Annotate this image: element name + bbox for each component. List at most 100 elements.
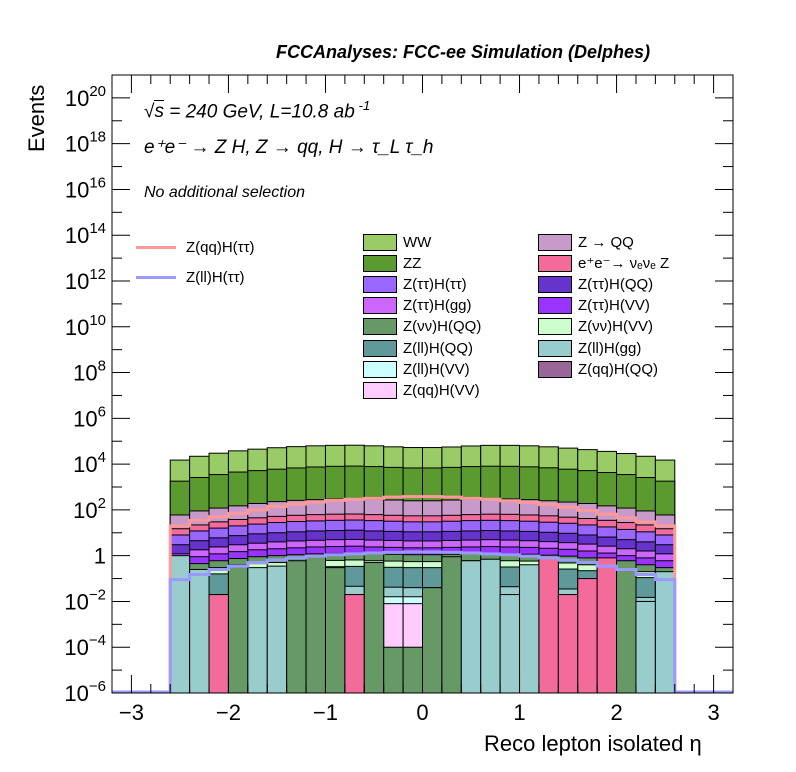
legend-entry: Z(ττ)H(ττ) xyxy=(363,275,467,293)
y-tick-label: 102 xyxy=(73,495,106,523)
x-tick-label: 2 xyxy=(610,700,622,725)
y-tick-label: 1018 xyxy=(65,129,106,157)
bottom-bar xyxy=(266,565,288,694)
legend-swatch xyxy=(538,318,572,336)
y-tick-label: 10−4 xyxy=(64,632,106,660)
y-tick-label: 1016 xyxy=(65,174,106,202)
bottom-bins xyxy=(169,555,676,694)
legend-label: Z(ττ)H(VV) xyxy=(578,297,650,315)
x-tick-label: 3 xyxy=(707,700,719,725)
legend-line xyxy=(136,245,176,249)
legend-swatch xyxy=(363,381,397,399)
legend-swatch xyxy=(363,339,397,357)
legend-label: Z(νν)H(QQ) xyxy=(403,318,482,336)
bottom-bar xyxy=(324,567,346,694)
legend-entry: Z(qq)H(QQ) xyxy=(538,360,658,378)
y-tick-label: 1010 xyxy=(65,312,106,340)
legend-entry: Z(ττ)H(gg) xyxy=(363,297,472,315)
x-tick-label: −2 xyxy=(216,700,241,725)
bottom-bar xyxy=(499,594,521,694)
legend-entry: WW xyxy=(363,233,431,251)
bottom-bar xyxy=(480,558,501,694)
legend-swatch xyxy=(538,339,572,357)
legend-entry: e⁺e⁻→ νₑνₑ Z xyxy=(538,254,669,272)
legend-label: Z(ττ)H(gg) xyxy=(403,297,472,315)
legend-entry: Z(ll)H(QQ) xyxy=(363,339,473,357)
bottom-bar xyxy=(616,560,637,694)
legend-swatch xyxy=(538,360,572,378)
y-tick-label: 1020 xyxy=(65,83,106,111)
legend-swatch xyxy=(538,297,572,315)
legend-label: WW xyxy=(403,233,432,251)
energy-lumi-annotation: √s = 240 GeV, L=10.8 ab -1 xyxy=(144,98,371,123)
legend-swatch xyxy=(538,275,572,293)
legend-label: Z(ττ)H(ττ) xyxy=(403,275,467,293)
bottom-bar xyxy=(402,646,423,694)
legend-label: Z(ll)H(ττ) xyxy=(186,268,245,286)
legend-entry: Z(ll)H(VV) xyxy=(363,360,470,378)
legend-swatch xyxy=(538,233,572,251)
axes: −3 −2 −1 0 1 2 3 10−6 10−4 10−2 1 102 104 106 108 1010 1… xyxy=(64,74,734,725)
y-tick-label: 10−6 xyxy=(64,678,106,706)
selection-annotation: No additional selection xyxy=(144,184,305,201)
legend-entry: ZZ xyxy=(363,254,421,272)
bottom-bar xyxy=(189,568,210,694)
legend-line xyxy=(136,275,176,279)
x-axis-label: Reco lepton isolated η xyxy=(484,731,702,756)
overlay-line-0 xyxy=(112,495,733,694)
bottom-bar xyxy=(247,567,268,694)
bottom-bar xyxy=(577,578,598,694)
x-tick-label: −1 xyxy=(313,700,338,725)
x-tick-label: 1 xyxy=(513,700,525,725)
y-tick-label: 10−2 xyxy=(64,586,106,614)
bottom-bar xyxy=(441,556,462,694)
legend-label: Z → QQ xyxy=(578,233,634,251)
legend-swatch xyxy=(538,254,572,272)
y-axis-label: Events xyxy=(24,84,49,152)
x-tick-label: 0 xyxy=(416,700,428,725)
legend-swatch xyxy=(363,297,397,315)
y-tick-label: 106 xyxy=(73,403,106,431)
legend-swatch xyxy=(363,318,397,336)
legend-entry: Z(νν)H(QQ) xyxy=(363,318,481,336)
legend-entry: Z(qq)H(ττ) xyxy=(136,238,255,256)
legend-label: Z(ll)H(gg) xyxy=(578,339,642,357)
overlay-lines xyxy=(112,495,733,694)
y-tick-label: 104 xyxy=(73,449,106,477)
y-tick-label: 108 xyxy=(73,358,106,386)
y-tick-label: 1012 xyxy=(65,266,106,294)
y-tick-label: 1014 xyxy=(65,220,106,248)
bottom-bar xyxy=(305,556,326,694)
legend-label: Z(ll)H(VV) xyxy=(403,360,470,378)
bottom-bar xyxy=(363,562,385,694)
legend-entry: Z(ll)H(ττ) xyxy=(136,268,245,286)
bottom-bar xyxy=(208,594,229,694)
bottom-bar xyxy=(383,646,404,694)
bottom-bar xyxy=(596,557,618,694)
bottom-bar xyxy=(557,594,579,694)
bottom-bar xyxy=(635,600,656,694)
legend-label: e⁺e⁻→ νₑνₑ Z xyxy=(578,255,670,273)
legend-entry: Z(qq)H(VV) xyxy=(363,381,480,399)
legend-entry: Z(ll)H(gg) xyxy=(538,339,641,357)
bottom-bar xyxy=(654,571,676,694)
legend-label: Z(qq)H(VV) xyxy=(403,381,480,399)
legend-swatch xyxy=(363,254,397,272)
legend-label: Z(ll)H(QQ) xyxy=(403,339,473,357)
y-tick-label: 1 xyxy=(94,544,106,569)
legend-swatch xyxy=(363,360,397,378)
legend-entry: Z(ττ)H(VV) xyxy=(538,297,650,315)
bottom-bar xyxy=(519,564,540,694)
legend-label: ZZ xyxy=(403,254,422,272)
legend-swatch xyxy=(363,233,397,251)
legend-label: Z(qq)H(QQ) xyxy=(578,360,658,378)
bottom-bar xyxy=(538,557,559,694)
legend-label: Z(qq)H(ττ) xyxy=(186,238,255,256)
bottom-bar xyxy=(460,560,482,694)
x-tick-label: −3 xyxy=(119,700,144,725)
bottom-bar xyxy=(227,564,249,694)
header-title: FCCAnalyses: FCC-ee Simulation (Delphes) xyxy=(276,42,651,62)
legend-label: Z(νν)H(VV) xyxy=(578,318,653,336)
bottom-bar xyxy=(422,587,443,694)
